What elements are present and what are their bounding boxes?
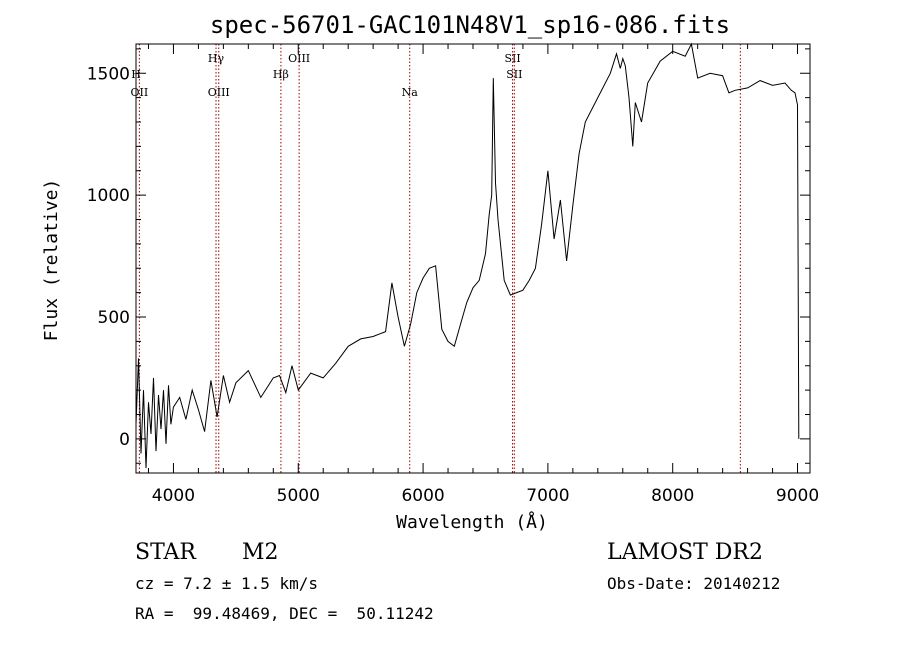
obs-date: Obs-Date: 20140212 <box>607 574 781 593</box>
y-axis-label: Flux (relative) <box>41 179 62 342</box>
x-tick-label: 5000 <box>277 486 320 506</box>
x-axis-ticks: 4000 5000 6000 7000 8000 9000 <box>147 44 819 506</box>
spectral-marker-label: Hγ <box>208 52 225 65</box>
object-class: STAR <box>135 540 196 565</box>
chart-title: spec-56701-GAC101N48V1_sp16-086.fits <box>210 11 730 39</box>
x-tick-label: 4000 <box>152 486 195 506</box>
y-tick-label: 1500 <box>87 64 130 84</box>
x-tick-label: 7000 <box>526 486 569 506</box>
object-subclass: M2 <box>242 540 279 565</box>
spectral-marker-label: OII <box>131 86 149 99</box>
y-tick-label: 1000 <box>87 186 130 206</box>
y-tick-label: 500 <box>98 308 130 328</box>
plot-frame <box>135 43 811 474</box>
x-tick-label: 9000 <box>776 486 819 506</box>
spectral-marker-label: Na <box>402 86 419 99</box>
spectral-marker-label: SII <box>504 52 520 65</box>
flux-series-line <box>135 42 800 469</box>
y-tick-label: 0 <box>119 430 130 450</box>
survey-name: LAMOST DR2 <box>607 540 763 565</box>
spectral-marker-label: SII <box>506 68 522 81</box>
x-tick-label: 6000 <box>401 486 444 506</box>
redshift-cz: cz = 7.2 ± 1.5 km/s <box>135 574 319 593</box>
x-tick-label: 8000 <box>651 486 694 506</box>
ra-dec: RA = 99.48469, DEC = 50.11242 <box>135 604 434 623</box>
x-axis-label: Wavelength (Å) <box>396 511 548 533</box>
y-axis-ticks: 0 500 1000 1500 <box>87 48 810 464</box>
spectral-marker-label: OIII <box>288 52 310 65</box>
spectral-marker-label: Hβ <box>273 68 289 81</box>
spectral-marker-label: OIII <box>208 86 230 99</box>
